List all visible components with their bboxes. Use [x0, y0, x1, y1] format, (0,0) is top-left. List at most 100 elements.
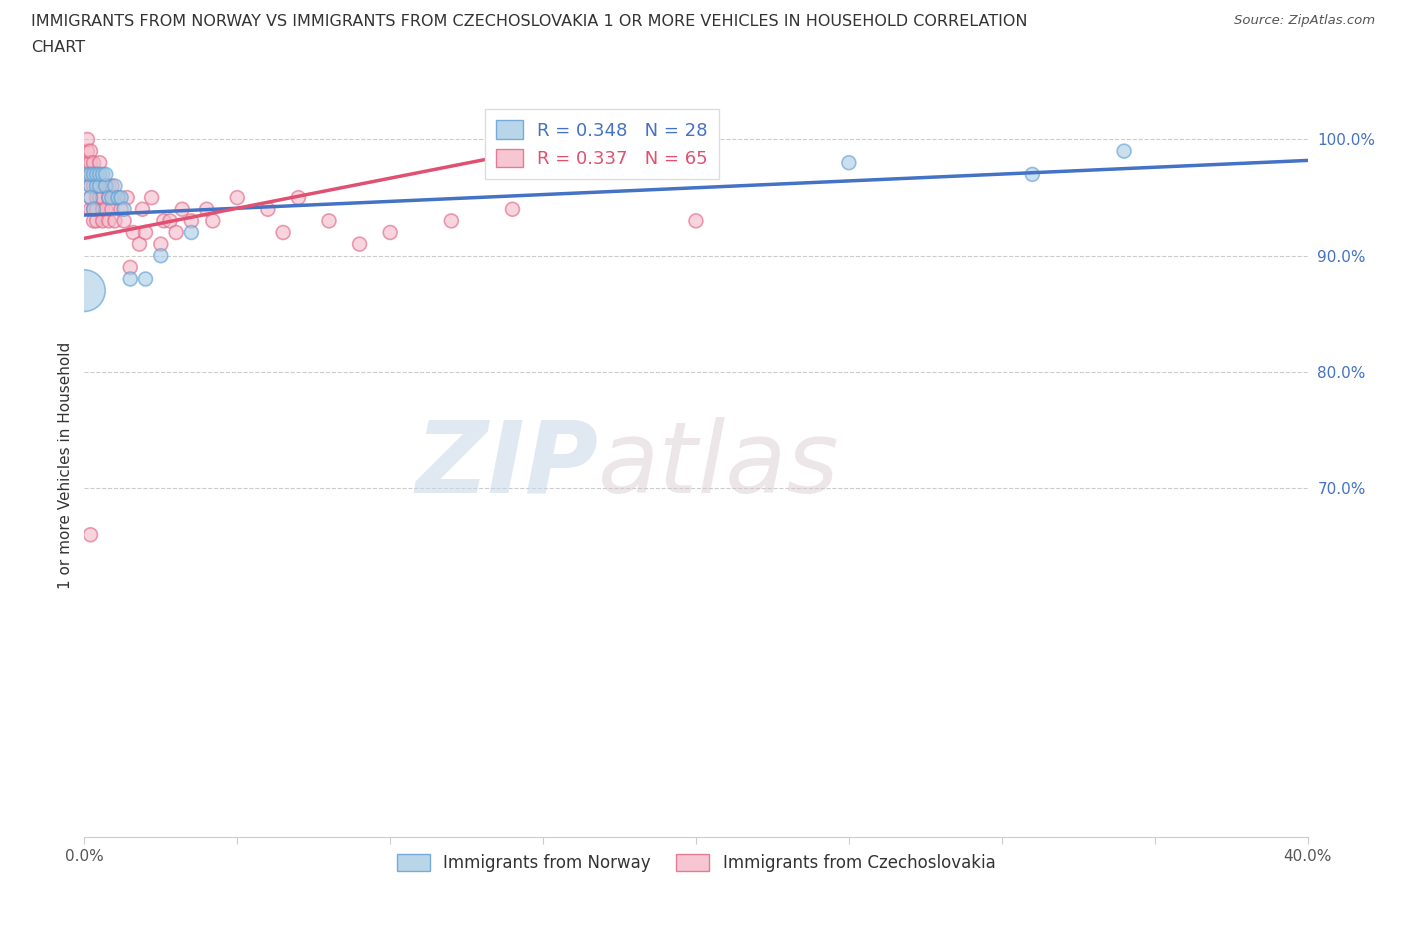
Point [94, 179, 117, 193]
Point [149, 248, 172, 263]
Point [257, 202, 280, 217]
Point [91, 166, 114, 181]
Point [112, 202, 135, 217]
Point [76, 166, 98, 181]
Point [287, 190, 309, 205]
Point [79, 179, 101, 193]
Point [76, 166, 98, 181]
Point [89, 190, 111, 205]
Point [165, 225, 187, 240]
Point [153, 213, 176, 228]
Point [89, 155, 111, 170]
Point [131, 202, 153, 217]
Point [79, 166, 101, 181]
Text: IMMIGRANTS FROM NORWAY VS IMMIGRANTS FROM CZECHOSLOVAKIA 1 OR MORE VEHICLES IN H: IMMIGRANTS FROM NORWAY VS IMMIGRANTS FRO… [31, 14, 1028, 29]
Point [122, 225, 145, 240]
Point [97, 190, 120, 205]
Point [79, 143, 101, 158]
Point [107, 190, 129, 205]
Point [149, 236, 172, 251]
Point [86, 213, 108, 228]
Point [83, 213, 105, 228]
Text: atlas: atlas [598, 417, 839, 513]
Point [685, 213, 707, 228]
Point [83, 202, 105, 217]
Point [104, 213, 127, 228]
Point [195, 202, 218, 217]
Point [318, 213, 340, 228]
Point [76, 132, 98, 147]
Point [110, 202, 132, 217]
Point [86, 202, 108, 217]
Y-axis label: 1 or more Vehicles in Household: 1 or more Vehicles in Household [58, 341, 73, 589]
Point [112, 213, 135, 228]
Point [89, 179, 111, 193]
Point [83, 166, 105, 181]
Point [79, 527, 101, 542]
Point [101, 190, 124, 205]
Point [271, 225, 294, 240]
Point [94, 166, 117, 181]
Point [135, 225, 157, 240]
Point [79, 202, 101, 217]
Point [101, 202, 124, 217]
Point [91, 190, 114, 205]
Point [89, 179, 111, 193]
Point [838, 155, 860, 170]
Point [562, 143, 585, 158]
Point [110, 190, 132, 205]
Text: ZIP: ZIP [415, 417, 598, 513]
Point [107, 190, 129, 205]
Point [172, 202, 194, 217]
Point [141, 190, 163, 205]
Point [91, 179, 114, 193]
Point [97, 213, 120, 228]
Point [101, 179, 124, 193]
Point [83, 179, 105, 193]
Point [180, 213, 202, 228]
Point [91, 213, 114, 228]
Point [89, 166, 111, 181]
Point [86, 166, 108, 181]
Point [83, 155, 105, 170]
Point [180, 225, 202, 240]
Point [502, 202, 524, 217]
Point [104, 179, 127, 193]
Point [128, 236, 150, 251]
Point [91, 202, 114, 217]
Point [83, 202, 105, 217]
Point [380, 225, 402, 240]
Point [73, 283, 96, 298]
Point [1114, 143, 1136, 158]
Point [89, 166, 111, 181]
Point [79, 155, 101, 170]
Point [79, 166, 101, 181]
Point [120, 272, 142, 286]
Point [159, 213, 181, 228]
Point [76, 143, 98, 158]
Point [94, 179, 117, 193]
Point [1021, 166, 1043, 181]
Point [349, 236, 371, 251]
Point [104, 190, 127, 205]
Point [226, 190, 249, 205]
Point [86, 190, 108, 205]
Point [440, 213, 463, 228]
Point [97, 190, 120, 205]
Point [79, 190, 101, 205]
Point [76, 155, 98, 170]
Point [83, 166, 105, 181]
Point [201, 213, 224, 228]
Point [115, 190, 138, 205]
Point [79, 179, 101, 193]
Point [120, 259, 142, 274]
Point [86, 166, 108, 181]
Point [135, 272, 157, 286]
Point [86, 179, 108, 193]
Point [94, 202, 117, 217]
Legend: Immigrants from Norway, Immigrants from Czechoslovakia: Immigrants from Norway, Immigrants from … [388, 846, 1004, 881]
Text: Source: ZipAtlas.com: Source: ZipAtlas.com [1234, 14, 1375, 27]
Point [97, 179, 120, 193]
Point [79, 190, 101, 205]
Text: CHART: CHART [31, 40, 84, 55]
